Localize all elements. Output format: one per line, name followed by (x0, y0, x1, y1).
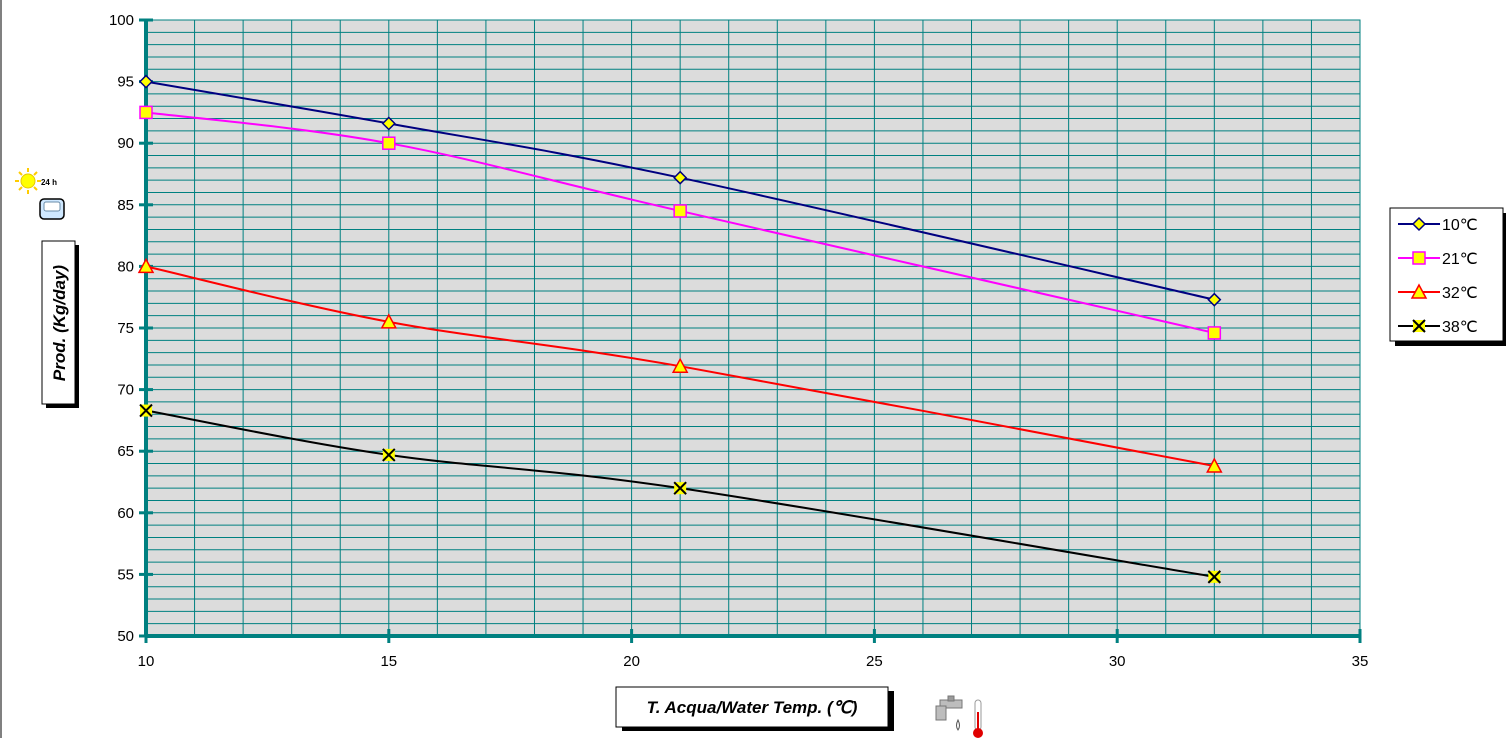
data-point (139, 403, 153, 418)
x-tick-label: 15 (380, 653, 397, 670)
legend-marker (1412, 319, 1426, 333)
data-point (138, 74, 154, 89)
grid (145, 19, 1361, 637)
series-line (145, 265, 1215, 467)
legend-marker-shape (1411, 216, 1427, 232)
data-point (381, 116, 396, 131)
x-tick-label: 20 (623, 653, 640, 670)
legend-marker (1412, 251, 1426, 265)
data-point (382, 448, 396, 462)
y-tick-label: 95 (117, 74, 134, 91)
data-point (380, 313, 398, 329)
data-point-stroke (382, 448, 396, 462)
sun-icon (15, 168, 41, 194)
series-line (145, 409, 1215, 578)
data-point (673, 204, 687, 218)
data-point-shape (673, 204, 687, 218)
y-axis-title: Prod. (Kg/day) (50, 265, 69, 382)
legend-marker-stroke (1412, 319, 1426, 333)
data-point (671, 357, 689, 373)
data-point-shape (671, 357, 689, 373)
series-1 (139, 105, 1222, 340)
legend-label: 10℃ (1442, 217, 1478, 234)
data-point-stroke (1207, 570, 1222, 584)
y-tick-label: 60 (117, 505, 134, 522)
data-point (137, 257, 155, 274)
series-3 (139, 403, 1222, 584)
legend-item: 38℃ (1398, 319, 1478, 336)
legend-item: 32℃ (1398, 283, 1478, 302)
data-point (139, 105, 153, 120)
x-tick-label: 30 (1109, 653, 1126, 670)
data-point-shape (139, 105, 153, 120)
data-point-shape (380, 313, 398, 329)
data-point (1207, 326, 1222, 340)
legend-marker-shape (1410, 283, 1428, 299)
axes (139, 18, 1362, 643)
data-point (673, 481, 687, 495)
data-point (382, 136, 396, 150)
data-point-shape (382, 136, 396, 150)
legend-marker-shape (1412, 251, 1426, 265)
y-tick-label: 80 (117, 258, 134, 275)
data-point-shape (1207, 326, 1222, 340)
sun-moon-ice-icon: 24 h (15, 168, 84, 220)
data-point-stroke (673, 481, 687, 495)
y-tick-label: 90 (117, 135, 134, 152)
x-axis-title: T. Acqua/Water Temp. (℃) (647, 698, 858, 717)
series-layer (137, 74, 1223, 584)
legend-item: 10℃ (1398, 216, 1478, 234)
faucet-thermometer-icon (935, 695, 983, 738)
series-2 (137, 257, 1223, 473)
x-tick-label: 10 (138, 653, 155, 670)
series-line (145, 80, 1215, 301)
data-point (673, 170, 688, 185)
data-point (1206, 457, 1223, 473)
ice-cube-icon (39, 198, 65, 220)
legend-item: 21℃ (1398, 251, 1478, 268)
y-tick-label: 100 (109, 12, 134, 29)
x-axis-title-box (615, 686, 889, 728)
y-tick-label: 85 (117, 197, 134, 214)
y-tick-label: 70 (117, 382, 134, 399)
series-0 (138, 74, 1222, 307)
y-tick-label: 50 (117, 628, 134, 645)
legend: 10℃ 21℃ 32℃ 38℃ (1389, 207, 1506, 346)
data-point (1207, 570, 1222, 584)
legend-label: 38℃ (1442, 319, 1478, 336)
legend-marker (1411, 216, 1427, 232)
legend-items: 10℃ 21℃ 32℃ 38℃ (1398, 216, 1478, 336)
data-point-shape (1207, 292, 1222, 307)
y-tick-label: 65 (117, 443, 134, 460)
y-axis-title-group: Prod. (Kg/day) (41, 240, 79, 408)
data-point-shape (673, 170, 688, 185)
legend-label: 32℃ (1442, 285, 1478, 302)
legend-label: 21℃ (1442, 251, 1478, 268)
24h-label: 24 h (41, 178, 57, 187)
data-point-shape (1206, 457, 1223, 473)
data-point-shape (138, 74, 154, 89)
data-point (1207, 292, 1222, 307)
faucet-icon (935, 695, 963, 731)
legend-marker (1410, 283, 1428, 299)
thermometer-icon (973, 699, 983, 738)
moon-icon (70, 172, 84, 191)
data-point-shape (137, 257, 155, 274)
y-tick-label: 75 (117, 320, 134, 337)
data-point-stroke (139, 403, 153, 418)
series-line (145, 111, 1215, 334)
tick-labels: 50 55 60 65 70 75 80 85 90 95 100 10 15 20 25 30 35 (109, 12, 1368, 670)
x-tick-label: 35 (1352, 653, 1369, 670)
legend-box (1389, 207, 1504, 342)
data-point-shape (381, 116, 396, 131)
y-axis-title-box (41, 240, 76, 405)
x-tick-label: 25 (866, 653, 883, 670)
x-axis-title-group: T. Acqua/Water Temp. (℃) (615, 686, 894, 731)
y-tick-label: 55 (117, 566, 134, 583)
